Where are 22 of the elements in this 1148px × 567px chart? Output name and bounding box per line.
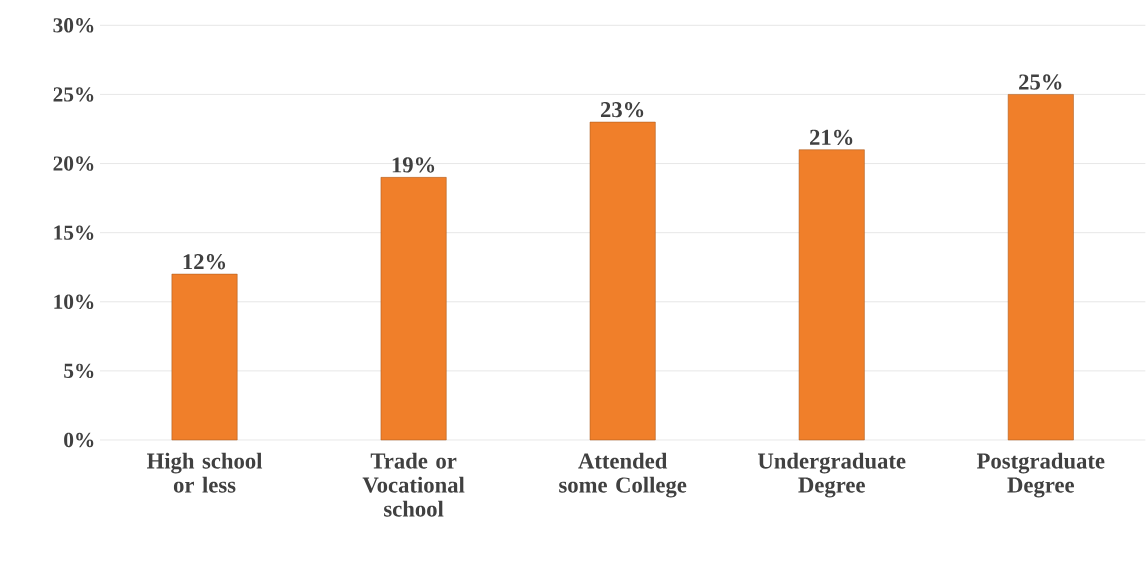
y-tick-label: 10% xyxy=(54,294,94,310)
y-tick-label: 25% xyxy=(53,87,94,102)
y-tick-label: 30% xyxy=(53,18,94,33)
x-tick-label: Undergraduate Degree xyxy=(758,452,906,498)
y-tick-label: 0% xyxy=(64,432,94,448)
bar xyxy=(1007,94,1074,441)
bar xyxy=(798,149,865,441)
x-tick-label: Postgraduate Degree xyxy=(976,452,1105,498)
y-tick-label: 5% xyxy=(64,363,94,379)
x-tick-label: High school or less xyxy=(147,452,263,493)
data-label: 21% xyxy=(810,129,853,146)
x-tick-label: Attended some College xyxy=(559,452,687,498)
y-tick-label: 20% xyxy=(53,156,94,171)
bar xyxy=(380,177,447,441)
y-tick-label: 15% xyxy=(54,225,94,241)
data-label: 23% xyxy=(600,102,644,118)
x-tick-label: Trade or Vocational school xyxy=(362,452,465,517)
data-label: 12% xyxy=(183,254,226,270)
data-label: 19% xyxy=(392,157,435,173)
bar xyxy=(589,121,656,441)
bar xyxy=(171,274,238,441)
data-label: 25% xyxy=(1019,74,1062,90)
